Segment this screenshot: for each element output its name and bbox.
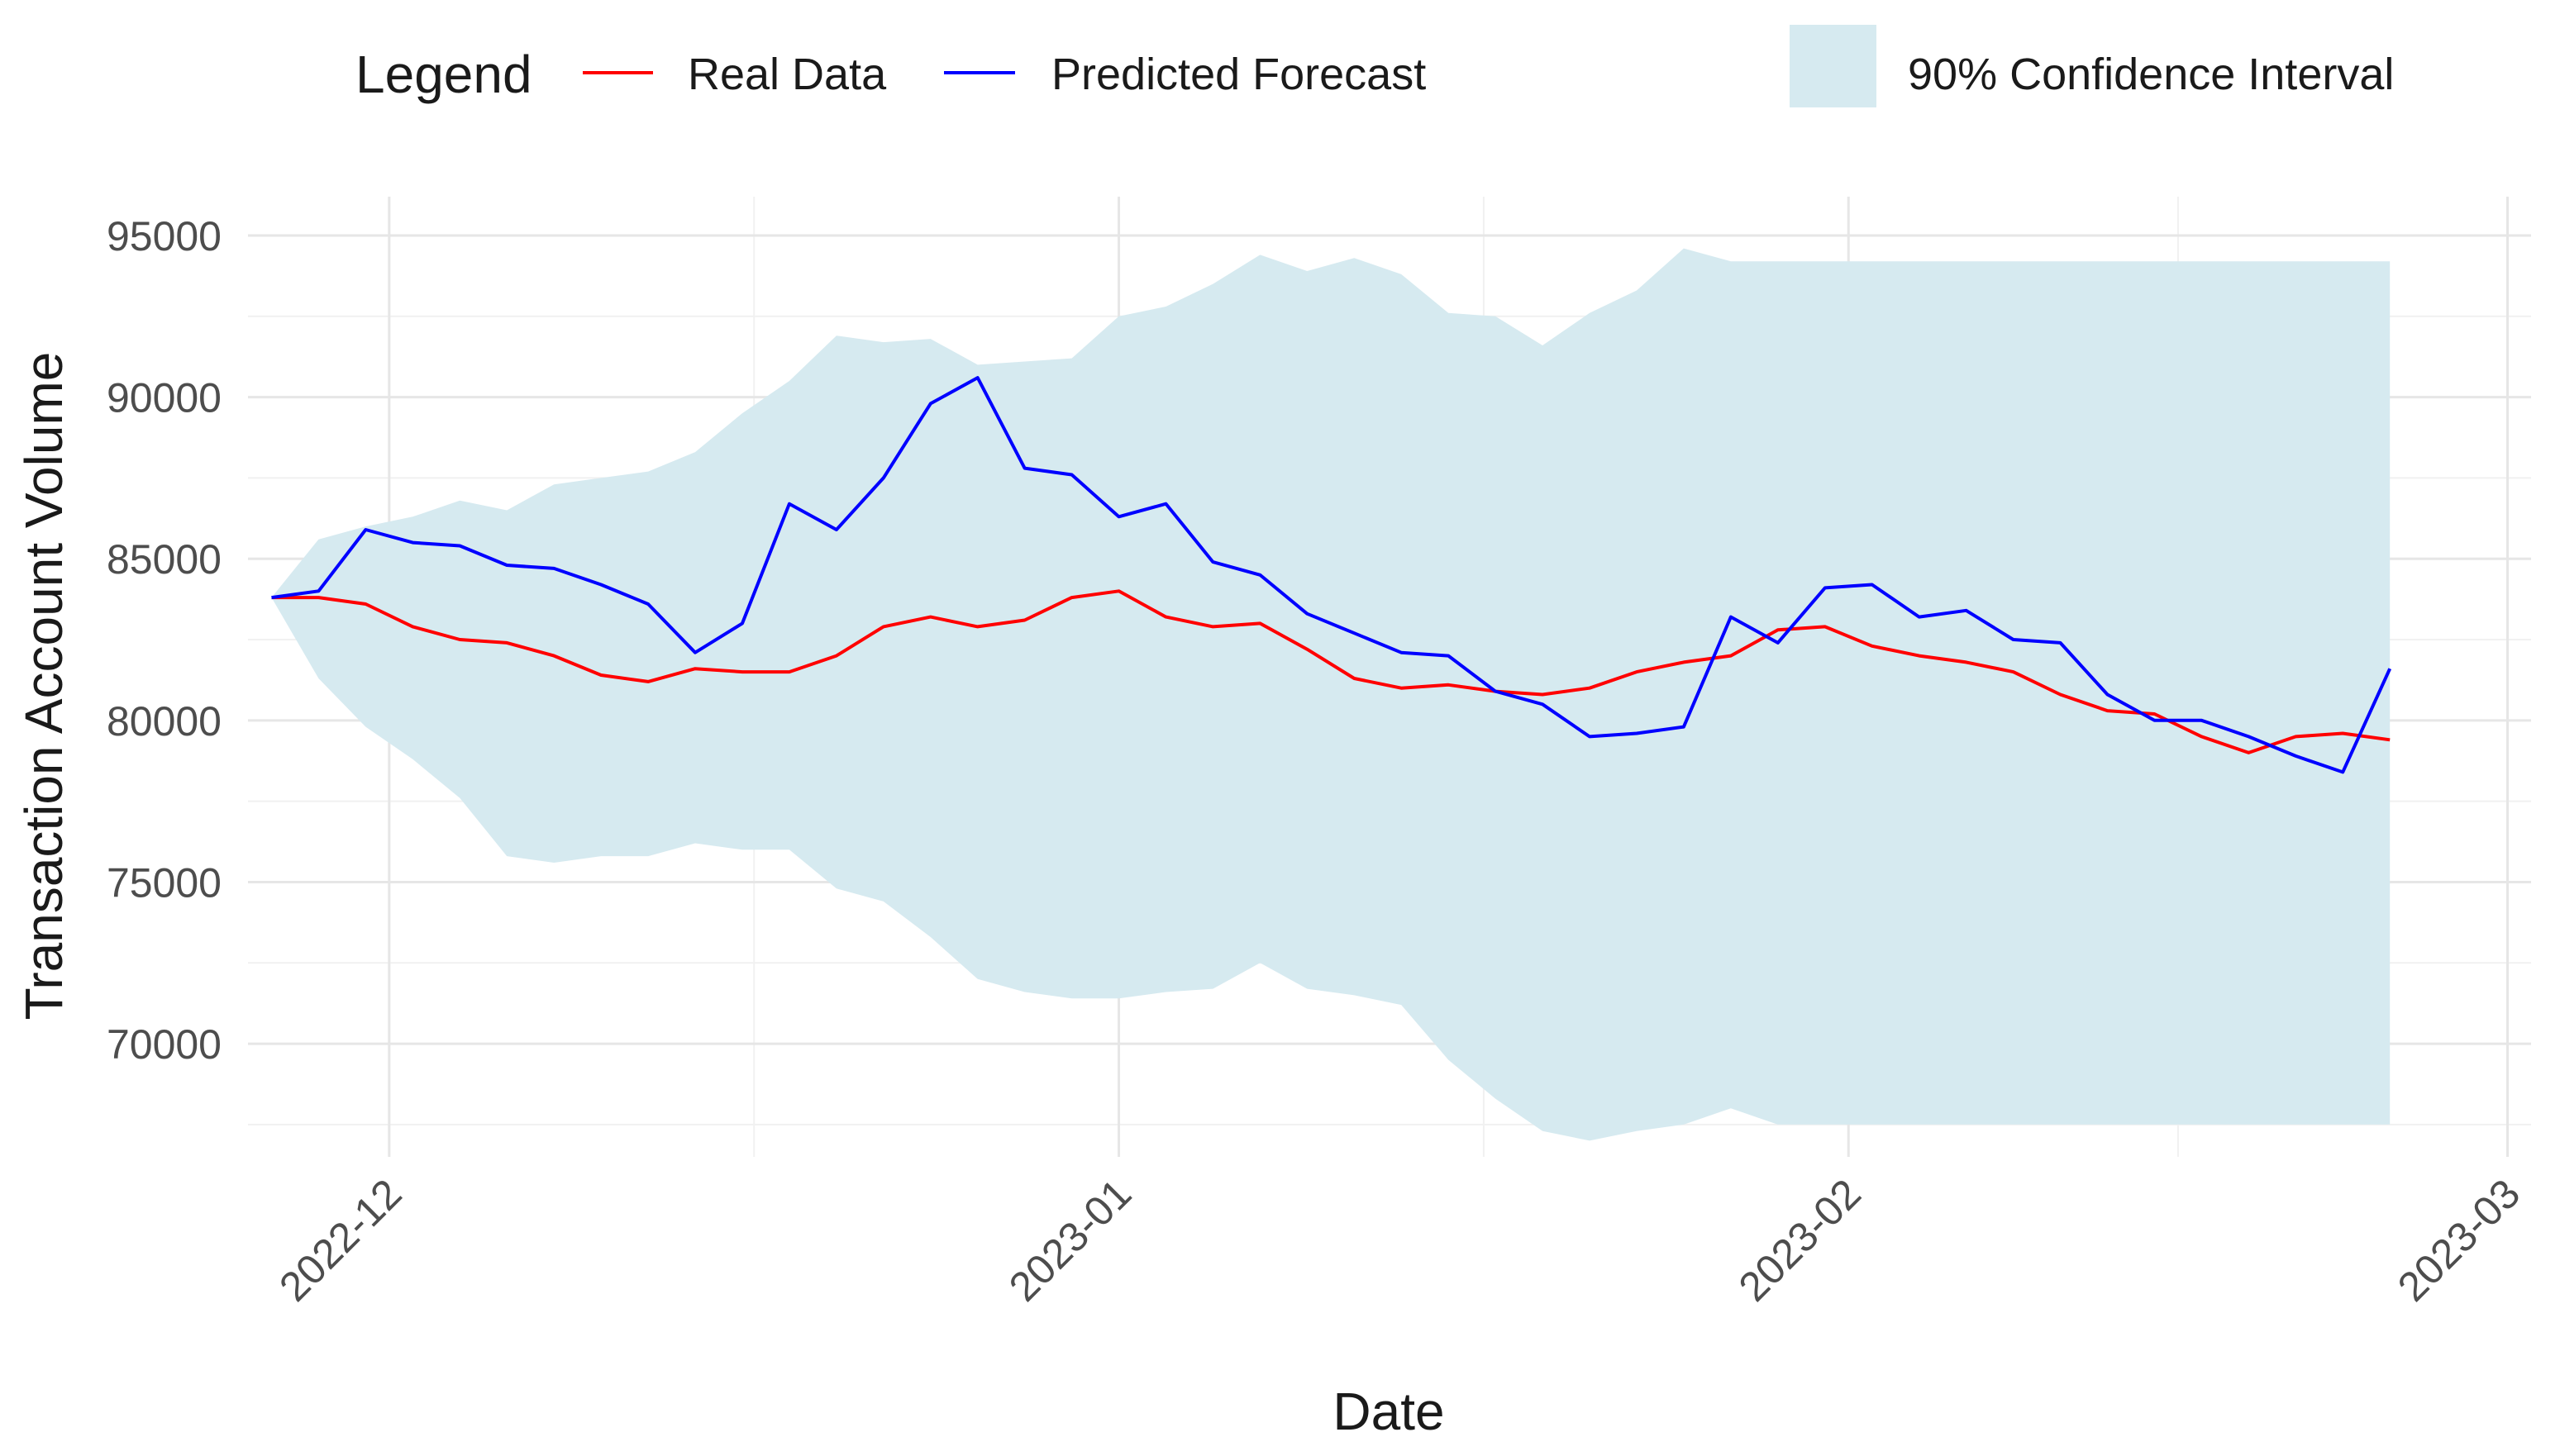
legend-key-confidence-interval	[1790, 25, 1876, 107]
y-tick-label: 80000	[107, 698, 222, 745]
real-data-line	[271, 589, 2391, 754]
y-axis-tick-labels: 70000 75000 80000 85000 90000 95000	[107, 213, 222, 1068]
y-tick-label: 75000	[107, 859, 222, 906]
confidence-interval-layer	[271, 248, 2391, 1141]
legend-label-confidence-interval: 90% Confidence Interval	[1908, 50, 2394, 99]
y-tick-label: 85000	[107, 536, 222, 583]
y-tick-label: 70000	[107, 1021, 222, 1068]
series-lines-layer	[271, 376, 2392, 774]
y-axis-label: Transaction Account Volume	[14, 352, 74, 1021]
legend-title: Legend	[355, 45, 532, 104]
y-tick-label: 95000	[107, 213, 222, 259]
legend-label-predicted-forecast: Predicted Forecast	[1051, 50, 1426, 99]
legend: Legend Real Data Predicted Forecast 90% …	[355, 25, 2394, 107]
y-tick-label: 90000	[107, 375, 222, 421]
predicted-forecast-line	[271, 376, 2392, 774]
legend-label-real-data: Real Data	[688, 50, 887, 99]
confidence-interval-band	[271, 248, 2391, 1141]
x-axis-label: Date	[1332, 1382, 1444, 1441]
